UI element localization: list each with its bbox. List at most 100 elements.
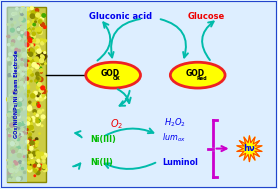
- Circle shape: [16, 177, 20, 181]
- Circle shape: [19, 133, 20, 135]
- Circle shape: [22, 129, 24, 130]
- Circle shape: [19, 71, 23, 76]
- Circle shape: [21, 141, 23, 144]
- Circle shape: [13, 141, 15, 144]
- Circle shape: [32, 24, 34, 26]
- Circle shape: [25, 81, 28, 85]
- Circle shape: [37, 119, 40, 122]
- Circle shape: [13, 144, 16, 146]
- Circle shape: [36, 120, 39, 123]
- Circle shape: [36, 118, 39, 120]
- Circle shape: [20, 86, 22, 88]
- Circle shape: [16, 132, 18, 135]
- Circle shape: [31, 44, 33, 46]
- Circle shape: [40, 24, 43, 27]
- Circle shape: [21, 11, 22, 13]
- Circle shape: [28, 114, 29, 115]
- Circle shape: [14, 90, 18, 94]
- Circle shape: [15, 48, 18, 51]
- Circle shape: [22, 20, 25, 23]
- Circle shape: [39, 39, 41, 41]
- Circle shape: [20, 78, 22, 80]
- Circle shape: [41, 119, 43, 121]
- Circle shape: [8, 111, 11, 114]
- Circle shape: [17, 29, 22, 33]
- Circle shape: [38, 92, 40, 95]
- Circle shape: [12, 78, 13, 79]
- Circle shape: [35, 65, 39, 69]
- Circle shape: [10, 129, 13, 132]
- Circle shape: [19, 79, 22, 82]
- Circle shape: [32, 93, 35, 97]
- Circle shape: [29, 154, 33, 157]
- Circle shape: [32, 129, 34, 130]
- Circle shape: [29, 125, 33, 129]
- Circle shape: [37, 80, 40, 84]
- Circle shape: [36, 57, 39, 60]
- Circle shape: [35, 80, 37, 82]
- Circle shape: [19, 12, 21, 14]
- Text: GOD: GOD: [185, 69, 204, 78]
- Circle shape: [8, 177, 10, 178]
- Circle shape: [12, 174, 13, 176]
- Circle shape: [24, 64, 28, 67]
- Circle shape: [41, 55, 43, 58]
- Circle shape: [26, 41, 27, 43]
- Circle shape: [19, 135, 21, 137]
- Circle shape: [33, 103, 35, 106]
- Circle shape: [28, 30, 30, 33]
- Circle shape: [19, 12, 22, 15]
- Circle shape: [41, 57, 45, 61]
- Circle shape: [12, 125, 14, 126]
- Circle shape: [18, 173, 19, 174]
- Circle shape: [8, 165, 11, 169]
- Circle shape: [33, 110, 36, 113]
- Circle shape: [31, 68, 33, 70]
- Circle shape: [29, 137, 32, 140]
- Circle shape: [28, 106, 32, 111]
- Circle shape: [11, 28, 13, 30]
- Text: GOD: GOD: [101, 69, 120, 78]
- Circle shape: [8, 172, 12, 175]
- Circle shape: [26, 155, 28, 158]
- Circle shape: [15, 72, 19, 75]
- Circle shape: [25, 72, 27, 74]
- Circle shape: [17, 54, 19, 57]
- Circle shape: [14, 167, 16, 169]
- Circle shape: [7, 160, 9, 161]
- Circle shape: [41, 42, 44, 45]
- Circle shape: [30, 38, 34, 41]
- Circle shape: [27, 53, 29, 54]
- Circle shape: [22, 46, 25, 49]
- Circle shape: [28, 70, 32, 74]
- Circle shape: [24, 72, 28, 76]
- Circle shape: [30, 141, 34, 145]
- Circle shape: [7, 97, 11, 101]
- Circle shape: [21, 138, 23, 140]
- Circle shape: [41, 62, 44, 65]
- Circle shape: [18, 172, 22, 175]
- Circle shape: [18, 49, 21, 52]
- Circle shape: [10, 130, 14, 134]
- Circle shape: [28, 38, 33, 43]
- Circle shape: [36, 138, 38, 140]
- Circle shape: [34, 91, 37, 95]
- Circle shape: [27, 48, 30, 51]
- Circle shape: [10, 118, 14, 122]
- Circle shape: [25, 26, 29, 30]
- Circle shape: [41, 51, 45, 55]
- Circle shape: [10, 123, 14, 127]
- Circle shape: [28, 109, 29, 111]
- Circle shape: [34, 53, 36, 55]
- Circle shape: [13, 120, 17, 125]
- Circle shape: [26, 129, 28, 130]
- Circle shape: [22, 16, 25, 19]
- Circle shape: [40, 17, 43, 21]
- Circle shape: [36, 152, 40, 156]
- Circle shape: [26, 144, 28, 147]
- Ellipse shape: [170, 62, 225, 88]
- Circle shape: [17, 122, 21, 125]
- Circle shape: [16, 55, 18, 56]
- Circle shape: [11, 148, 15, 152]
- Circle shape: [36, 50, 38, 52]
